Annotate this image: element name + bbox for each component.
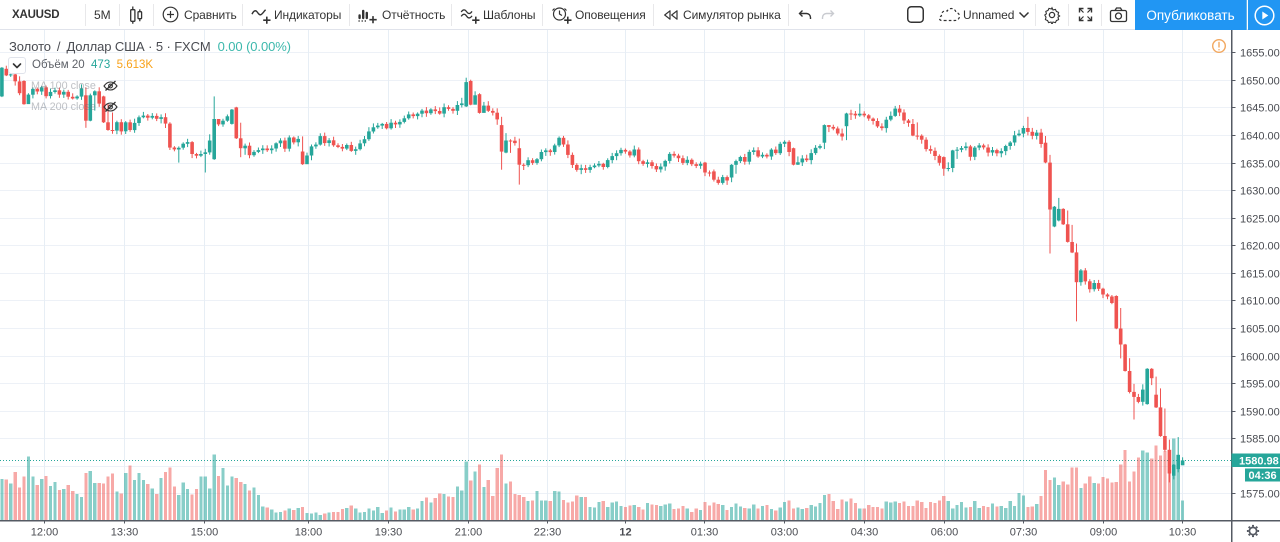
svg-text:1620.00: 1620.00	[1240, 241, 1280, 253]
svg-text:1635.00: 1635.00	[1240, 159, 1280, 171]
svg-text:12: 12	[619, 527, 631, 539]
svg-text:1595.00: 1595.00	[1240, 379, 1280, 391]
svg-text:1640.00: 1640.00	[1240, 131, 1280, 143]
svg-text:1585.00: 1585.00	[1240, 434, 1280, 446]
svg-text:1590.00: 1590.00	[1240, 407, 1280, 419]
svg-text:1630.00: 1630.00	[1240, 186, 1280, 198]
svg-text:10:30: 10:30	[1169, 527, 1197, 539]
svg-text:07:30: 07:30	[1010, 527, 1038, 539]
svg-text:03:00: 03:00	[771, 527, 799, 539]
svg-text:22:30: 22:30	[534, 527, 562, 539]
svg-text:1575.00: 1575.00	[1240, 489, 1280, 501]
svg-text:04:30: 04:30	[851, 527, 879, 539]
svg-text:1580.98: 1580.98	[1239, 455, 1279, 467]
svg-text:1610.00: 1610.00	[1240, 296, 1280, 308]
svg-text:1615.00: 1615.00	[1240, 269, 1280, 281]
svg-text:1600.00: 1600.00	[1240, 352, 1280, 364]
svg-text:1605.00: 1605.00	[1240, 324, 1280, 336]
svg-text:15:00: 15:00	[191, 527, 219, 539]
svg-text:1645.00: 1645.00	[1240, 103, 1280, 115]
svg-text:01:30: 01:30	[691, 527, 719, 539]
svg-text:13:30: 13:30	[111, 527, 139, 539]
svg-text:19:30: 19:30	[375, 527, 403, 539]
svg-text:1650.00: 1650.00	[1240, 76, 1280, 88]
svg-text:12:00: 12:00	[31, 527, 59, 539]
svg-text:06:00: 06:00	[931, 527, 959, 539]
svg-text:18:00: 18:00	[295, 527, 323, 539]
svg-text:21:00: 21:00	[455, 527, 483, 539]
svg-text:1625.00: 1625.00	[1240, 214, 1280, 226]
svg-text:1655.00: 1655.00	[1240, 48, 1280, 60]
svg-text:04:36: 04:36	[1249, 470, 1277, 482]
svg-text:09:00: 09:00	[1090, 527, 1118, 539]
